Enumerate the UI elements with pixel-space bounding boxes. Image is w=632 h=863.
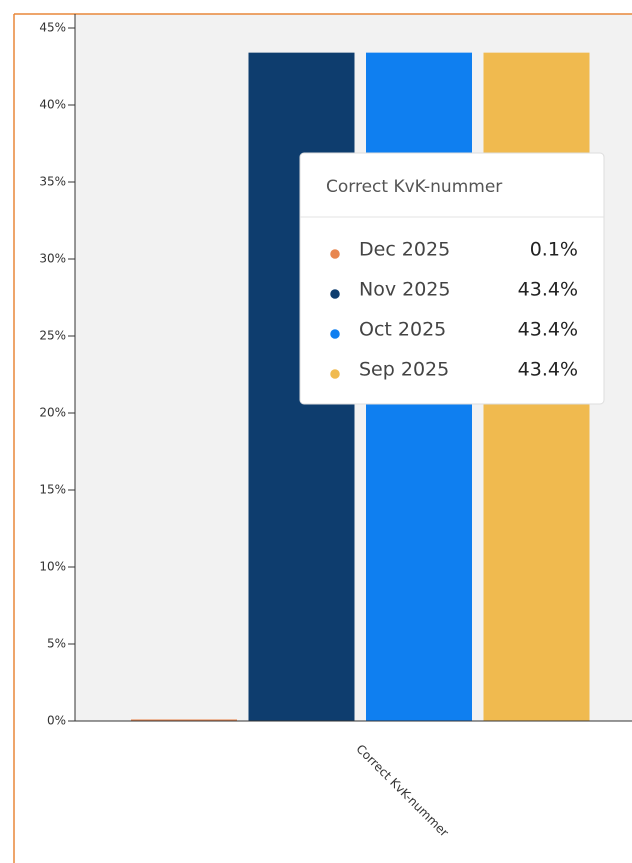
tooltip-value: 43.4% — [518, 319, 578, 341]
tooltip-marker — [328, 247, 342, 261]
y-tick-label: 0% — [47, 714, 66, 728]
tooltip-box — [299, 152, 605, 405]
y-tick-label: 25% — [39, 329, 66, 343]
tooltip-series-name: Nov 2025 — [359, 279, 450, 301]
y-tick-label: 15% — [39, 483, 66, 497]
y-tick-label: 40% — [39, 98, 66, 112]
y-tick-label: 45% — [39, 21, 66, 35]
tooltip-marker — [328, 287, 342, 301]
tooltip-series-name: Sep 2025 — [359, 359, 449, 381]
y-tick-label: 10% — [39, 560, 66, 574]
y-tick-label: 35% — [39, 175, 66, 189]
y-tick-label: 20% — [39, 406, 66, 420]
tooltip-value: 0.1% — [530, 239, 578, 261]
tooltip-series-name: Oct 2025 — [359, 319, 446, 341]
tooltip: Correct KvK-nummer Dec 2025 0.1% Nov 2025 4… — [299, 152, 605, 405]
tooltip-value: 43.4% — [518, 359, 578, 381]
bar — [131, 719, 237, 721]
y-tick-label: 5% — [47, 637, 66, 651]
tooltip-value: 43.4% — [518, 279, 578, 301]
tooltip-series-name: Dec 2025 — [359, 239, 450, 261]
x-tick-label: Correct KvK-nummer — [353, 742, 451, 840]
tooltip-title: Correct KvK-nummer — [326, 177, 502, 197]
y-tick-label: 30% — [39, 252, 66, 266]
tooltip-marker — [328, 327, 342, 341]
tooltip-marker — [328, 367, 342, 381]
